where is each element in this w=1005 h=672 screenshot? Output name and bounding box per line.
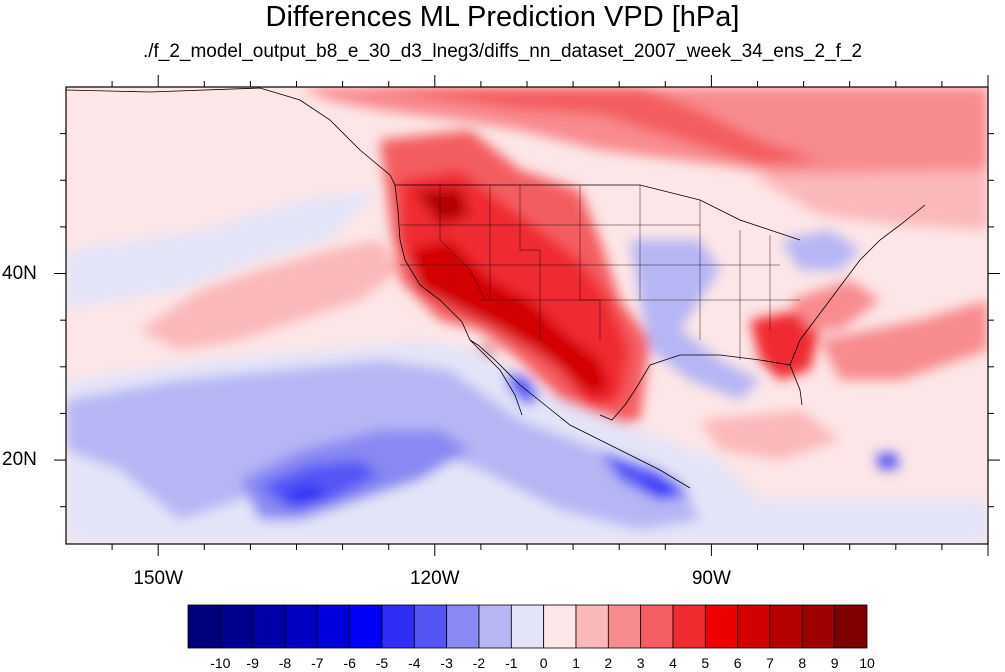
colorbar-level-label: 1 [572, 655, 580, 671]
lat-label-20n: 20N [2, 449, 37, 471]
colorbar-level-label: -3 [440, 655, 453, 671]
colorbar-level-label: -4 [408, 655, 421, 671]
state-borders [400, 185, 800, 360]
colorbar-level-label: 2 [604, 655, 613, 671]
lat-label-40n: 40N [2, 262, 37, 284]
plot-title: Differences ML Prediction VPD [hPa] [265, 1, 740, 33]
colorbar-level-label: 10 [859, 655, 875, 671]
colorbar-level-label: -1 [505, 655, 518, 671]
colorbar-level-label: 3 [636, 655, 645, 671]
colorbar-level-label: 0 [539, 655, 548, 671]
map-field [66, 87, 988, 544]
colorbar-level-label: -9 [246, 655, 259, 671]
colorbar-level-label: -7 [311, 655, 324, 671]
lon-label-90w: 90W [691, 568, 731, 589]
colorbar-level-label: -8 [278, 655, 292, 671]
colorbar-level-label: 5 [701, 655, 710, 671]
colorbar-level-label: 6 [733, 655, 742, 671]
colorbar-level-label: 9 [830, 655, 839, 671]
plot-subtitle: ./f_2_model_output_b8_e_30_d3_lneg3/diff… [142, 41, 863, 62]
field-blobs [66, 87, 988, 544]
colorbar-level-label: 8 [798, 655, 807, 671]
axis-ticks [54, 75, 1000, 556]
colorbar-level-label: -5 [375, 655, 389, 671]
colorbar-level-label: -10 [210, 655, 231, 671]
lon-label-120w: 120W [409, 568, 460, 589]
colorbar-level-label: 7 [766, 655, 774, 671]
colorbar-level-label: -6 [343, 655, 356, 671]
lon-label-150w: 150W [133, 568, 184, 589]
colorbar-level-label: -2 [472, 655, 486, 671]
colorbar-level-label: 4 [669, 655, 677, 671]
